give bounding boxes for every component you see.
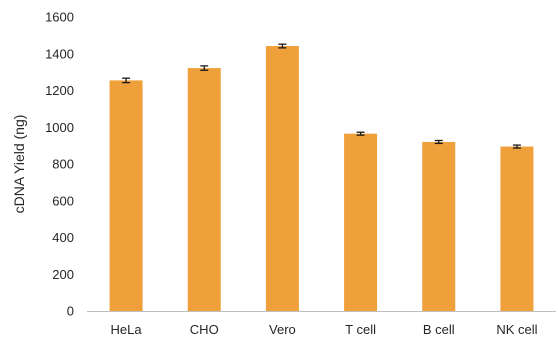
bar-hela <box>109 80 143 311</box>
error-bar <box>434 139 443 145</box>
error-bar <box>278 43 287 49</box>
y-tick-label: 1600 <box>45 10 74 25</box>
bar-cho <box>187 68 221 312</box>
y-tick-label: 400 <box>52 230 74 245</box>
bar-nk-cell <box>500 146 534 311</box>
y-tick-label: 1400 <box>45 46 74 61</box>
y-tick-label: 1200 <box>45 83 74 98</box>
y-axis: 0 200 400 600 800 1000 1200 1400 1600 <box>45 10 74 319</box>
x-axis: HeLa CHO Vero T cell B cell NK cell <box>111 322 538 337</box>
y-tick-label: 0 <box>67 304 74 319</box>
x-tick-label: B cell <box>423 322 455 337</box>
bar-b-cell <box>422 141 456 311</box>
error-bar <box>122 77 131 84</box>
y-axis-title: cDNA Yield (ng) <box>11 115 27 214</box>
error-bars <box>122 43 521 149</box>
x-tick-label: HeLa <box>111 322 143 337</box>
error-bar <box>512 144 521 149</box>
x-tick-label: CHO <box>190 322 219 337</box>
bar-t-cell <box>344 133 378 311</box>
y-axis-title-group: cDNA Yield (ng) <box>11 115 27 214</box>
x-tick-label: T cell <box>345 322 376 337</box>
x-tick-label: NK cell <box>496 322 537 337</box>
bars <box>109 46 534 312</box>
y-tick-label: 600 <box>52 193 74 208</box>
y-tick-label: 1000 <box>45 120 74 135</box>
bar-vero <box>265 46 299 311</box>
error-bar <box>356 131 365 136</box>
y-tick-label: 200 <box>52 267 74 282</box>
y-tick-label: 800 <box>52 157 74 172</box>
error-bar <box>200 65 209 71</box>
x-tick-label: Vero <box>269 322 296 337</box>
